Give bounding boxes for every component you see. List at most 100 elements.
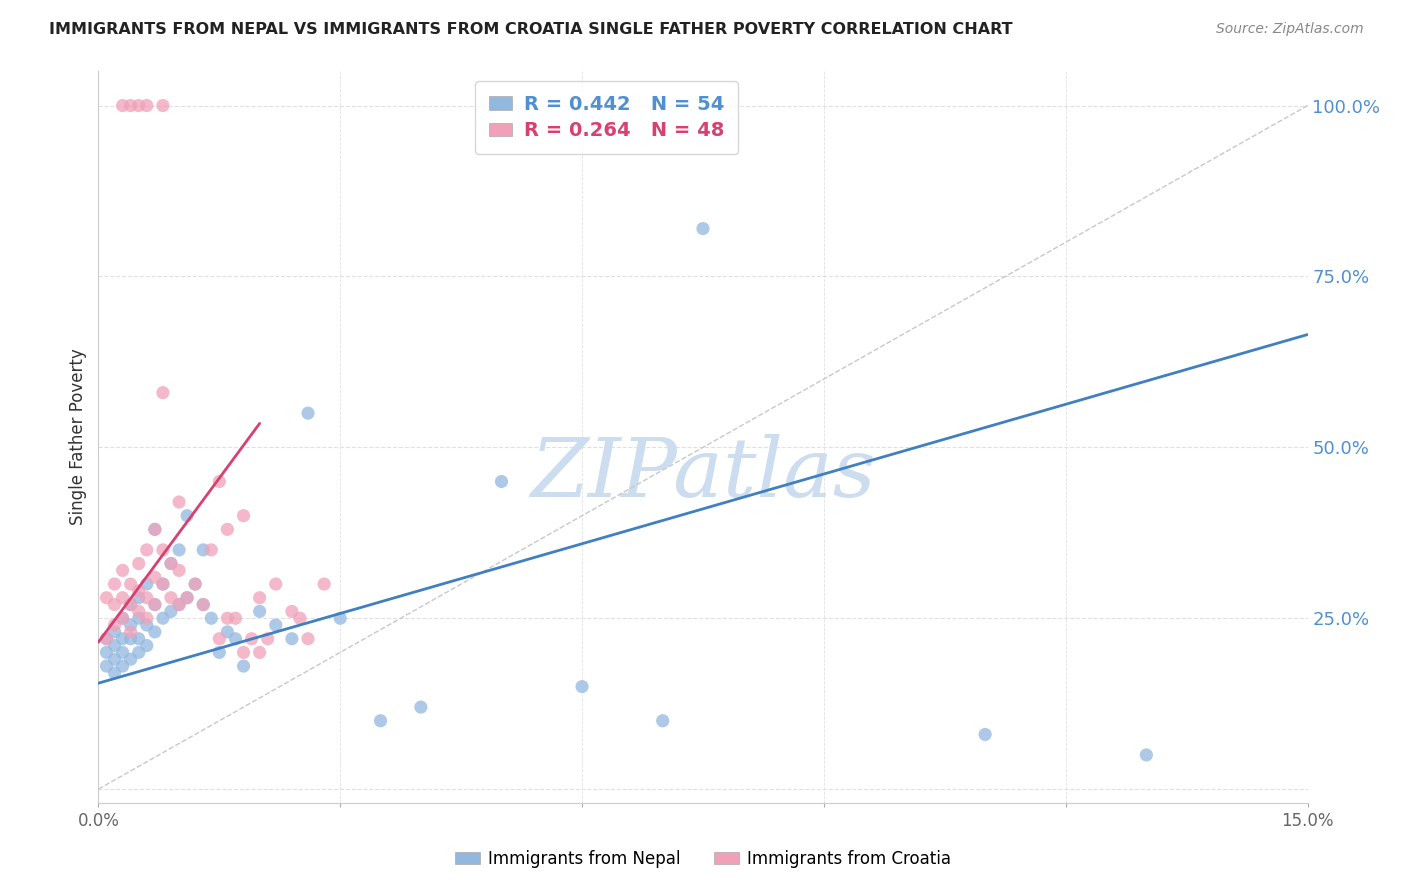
Point <box>232 645 254 659</box>
Point <box>111 659 134 673</box>
Point <box>96 645 118 659</box>
Point <box>128 583 150 598</box>
Point <box>152 385 174 400</box>
Point <box>264 618 287 632</box>
Point <box>135 591 157 605</box>
Point <box>111 98 134 112</box>
Point <box>974 727 997 741</box>
Point <box>96 591 118 605</box>
Point <box>297 406 319 420</box>
Point <box>135 542 157 557</box>
Point <box>249 645 271 659</box>
Point <box>111 645 134 659</box>
Point <box>167 542 190 557</box>
Point <box>103 624 125 639</box>
Point <box>264 577 287 591</box>
Point <box>111 611 134 625</box>
Point <box>167 495 190 509</box>
Point <box>200 611 222 625</box>
Point <box>128 611 150 625</box>
Point <box>103 618 125 632</box>
Point <box>224 632 246 646</box>
Point <box>120 624 142 639</box>
Point <box>281 604 304 618</box>
Point <box>143 598 166 612</box>
Point <box>314 577 336 591</box>
Point <box>143 522 166 536</box>
Point <box>184 577 207 591</box>
Point <box>111 591 134 605</box>
Point <box>167 563 190 577</box>
Point <box>135 618 157 632</box>
Point <box>232 508 254 523</box>
Point <box>96 632 118 646</box>
Point <box>152 577 174 591</box>
Point <box>692 221 714 235</box>
Point <box>176 591 198 605</box>
Point <box>135 577 157 591</box>
Point <box>111 611 134 625</box>
Point <box>232 659 254 673</box>
Point <box>651 714 673 728</box>
Point <box>249 591 271 605</box>
Point <box>409 700 432 714</box>
Point <box>256 632 278 646</box>
Point <box>143 598 166 612</box>
Point <box>176 508 198 523</box>
Point <box>128 632 150 646</box>
Point <box>103 598 125 612</box>
Point <box>120 632 142 646</box>
Point <box>160 604 183 618</box>
Point <box>135 611 157 625</box>
Point <box>103 665 125 680</box>
Point <box>193 542 215 557</box>
Point <box>240 632 263 646</box>
Point <box>224 611 246 625</box>
Point <box>103 639 125 653</box>
Point <box>370 714 392 728</box>
Text: ZIPatlas: ZIPatlas <box>530 434 876 514</box>
Point <box>193 598 215 612</box>
Point <box>176 591 198 605</box>
Legend: R = 0.442   N = 54, R = 0.264   N = 48: R = 0.442 N = 54, R = 0.264 N = 48 <box>475 81 738 154</box>
Point <box>1135 747 1157 762</box>
Point <box>128 98 150 112</box>
Point <box>111 632 134 646</box>
Point <box>120 652 142 666</box>
Point <box>143 624 166 639</box>
Point <box>167 598 190 612</box>
Point <box>160 557 183 571</box>
Point <box>143 522 166 536</box>
Point <box>135 98 157 112</box>
Point <box>297 632 319 646</box>
Point <box>120 618 142 632</box>
Point <box>120 598 142 612</box>
Legend: Immigrants from Nepal, Immigrants from Croatia: Immigrants from Nepal, Immigrants from C… <box>449 844 957 875</box>
Point <box>120 598 142 612</box>
Point <box>120 98 142 112</box>
Point <box>128 645 150 659</box>
Point <box>249 604 271 618</box>
Point <box>571 680 593 694</box>
Point <box>217 522 239 536</box>
Point <box>160 591 183 605</box>
Point <box>288 611 311 625</box>
Point <box>217 624 239 639</box>
Point <box>96 632 118 646</box>
Point <box>208 475 231 489</box>
Point <box>103 652 125 666</box>
Point <box>208 632 231 646</box>
Point <box>152 542 174 557</box>
Point <box>329 611 352 625</box>
Point <box>217 611 239 625</box>
Point <box>208 645 231 659</box>
Point <box>128 591 150 605</box>
Point <box>491 475 513 489</box>
Point <box>160 557 183 571</box>
Point <box>103 577 125 591</box>
Point <box>193 598 215 612</box>
Point <box>184 577 207 591</box>
Point <box>120 577 142 591</box>
Point <box>143 570 166 584</box>
Point <box>128 604 150 618</box>
